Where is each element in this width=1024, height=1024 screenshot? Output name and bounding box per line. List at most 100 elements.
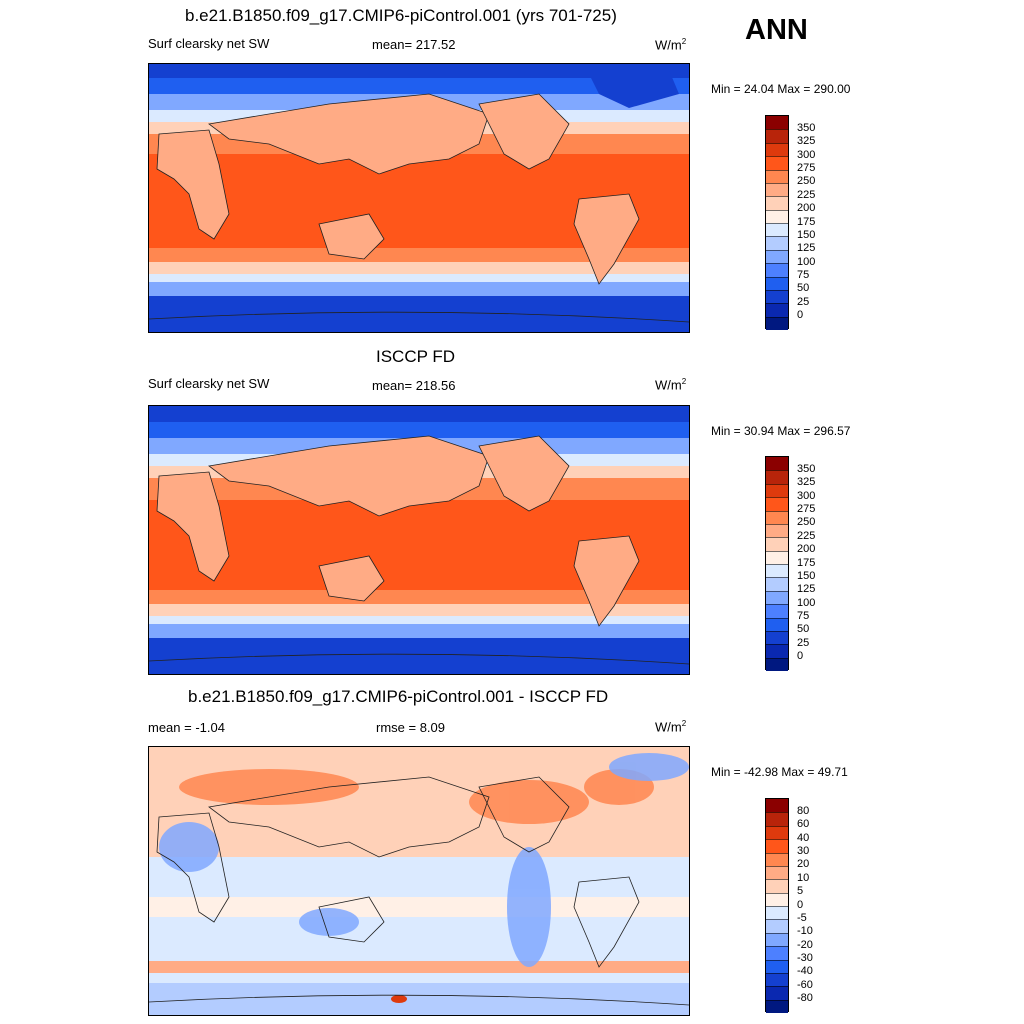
colorbar-swatch (766, 892, 788, 906)
colorbar-tick-label: -80 (797, 992, 813, 1005)
colorbar-tick-label: -30 (797, 952, 813, 964)
colorbar-tick-label: -5 (797, 911, 807, 924)
colorbar-swatch (766, 986, 788, 1000)
colorbar-swatch (766, 825, 788, 840)
colorbar-swatch (766, 879, 788, 893)
colorbar-tick-label: 80 (797, 804, 810, 817)
colorbar-tick-label: -40 (797, 965, 813, 978)
colorbar-tick-label: 0 (797, 898, 804, 911)
colorbar-swatch (766, 644, 788, 658)
panel3-rmse-label: rmse = 8.09 (376, 720, 446, 735)
panel2-minmax: Min = 30.94 Max = 296.57 (711, 424, 851, 438)
panel1-colorbar: 350 325 300 275 250 225 200 175 150 125 100 75 50 25 0 (765, 115, 815, 330)
panel3-map (148, 746, 690, 1016)
panel3-minmax: Min = -42.98 Max = 49.71 (711, 765, 848, 779)
colorbar-swatch (766, 483, 788, 498)
colorbar-swatch (766, 156, 788, 170)
colorbar-tick-label: 325 (797, 476, 816, 489)
colorbar-tick-label: 100 (797, 596, 816, 609)
colorbar-swatch (766, 946, 788, 960)
panel1-variable-label: Surf clearsky net SW (148, 36, 270, 51)
colorbar-swatch (766, 209, 788, 223)
panel1-minmax: Min = 24.04 Max = 290.00 (711, 82, 851, 96)
colorbar-tick-label: 250 (797, 516, 816, 529)
colorbar-tick-label: 25 (797, 636, 810, 649)
colorbar-tick-label: 20 (797, 858, 810, 871)
colorbar-tick-label: 150 (797, 228, 816, 241)
panel2-variable-label: Surf clearsky net SW (148, 376, 270, 391)
colorbar-tick-label: 200 (797, 202, 816, 215)
panel3-title: b.e21.B1850.f09_g17.CMIP6-piControl.001 … (188, 687, 609, 706)
colorbar-swatch (766, 604, 788, 618)
colorbar-swatch (766, 906, 788, 920)
colorbar-tick-label: 325 (797, 135, 816, 148)
colorbar-tick-label: 0 (797, 309, 804, 322)
panel2-title: ISCCP FD (376, 347, 456, 366)
colorbar-tick-label: 175 (797, 556, 816, 569)
colorbar-swatch (766, 590, 788, 605)
colorbar-swatch (766, 812, 788, 826)
colorbar-swatch (766, 142, 788, 157)
panel2-colorbar-swatches (765, 456, 789, 671)
colorbar-tick-label: 100 (797, 255, 816, 268)
colorbar-tick-label: 300 (797, 148, 816, 161)
colorbar-swatch (766, 116, 788, 130)
colorbar-swatch (766, 523, 788, 538)
panel2-colorbar: 350 325 300 275 250 225 200 175 150 125 100 75 50 25 0 (765, 456, 815, 671)
colorbar-tick-label: 225 (797, 529, 816, 542)
panel1-map (148, 63, 690, 333)
colorbar-tick-label: 250 (797, 175, 816, 188)
colorbar-swatch (766, 497, 788, 511)
colorbar-tick-label: 125 (797, 242, 816, 255)
colorbar-swatch (766, 839, 788, 853)
colorbar-tick-label: 275 (797, 503, 816, 515)
season-label: ANN (745, 14, 808, 46)
colorbar-swatch (766, 852, 788, 866)
colorbar-tick-label: 75 (797, 610, 810, 622)
panel1-mean-label: mean= 217.52 (372, 37, 456, 52)
colorbar-swatch (766, 537, 788, 551)
colorbar-swatch (766, 932, 788, 947)
panel2-map (148, 405, 690, 675)
colorbar-tick-label: 350 (797, 462, 816, 475)
colorbar-tick-label: 300 (797, 489, 816, 502)
colorbar-swatch (766, 182, 788, 197)
panel2-mean-label: mean= 218.56 (372, 378, 456, 393)
colorbar-swatch (766, 550, 788, 564)
panel3-mean-label: mean = -1.04 (148, 720, 225, 735)
colorbar-tick-label: 350 (797, 121, 816, 134)
panel1-title: b.e21.B1850.f09_g17.CMIP6-piControl.001 … (185, 6, 617, 25)
colorbar-tick-label: 225 (797, 188, 816, 201)
colorbar-tick-label: -10 (797, 925, 813, 938)
panel3-colorbar-swatches (765, 798, 789, 1013)
panel1-units: W/m2 (655, 37, 687, 53)
colorbar-swatch (766, 865, 788, 880)
colorbar-swatch (766, 919, 788, 933)
colorbar-swatch (766, 470, 788, 484)
colorbar-tick-label: 60 (797, 818, 810, 831)
colorbar-swatch (766, 510, 788, 524)
colorbar-swatch (766, 457, 788, 471)
colorbar-swatch (766, 223, 788, 237)
colorbar-tick-label: 125 (797, 583, 816, 596)
colorbar-tick-label: 175 (797, 215, 816, 228)
colorbar-swatch (766, 236, 788, 250)
colorbar-tick-label: 10 (797, 871, 810, 884)
panel2-units: W/m2 (655, 377, 687, 393)
colorbar-swatch (766, 564, 788, 578)
colorbar-tick-label: 5 (797, 885, 804, 898)
colorbar-tick-label: 50 (797, 623, 810, 636)
colorbar-tick-label: 150 (797, 569, 816, 582)
colorbar-tick-label: 275 (797, 162, 816, 174)
colorbar-swatch (766, 276, 788, 290)
colorbar-swatch (766, 196, 788, 210)
colorbar-swatch (766, 999, 788, 1013)
colorbar-swatch (766, 657, 788, 671)
colorbar-swatch (766, 972, 788, 987)
colorbar-swatch (766, 249, 788, 264)
colorbar-tick-label: 50 (797, 282, 810, 295)
colorbar-swatch (766, 617, 788, 631)
colorbar-swatch (766, 129, 788, 143)
colorbar-tick-label: -20 (797, 938, 813, 951)
colorbar-swatch (766, 577, 788, 591)
